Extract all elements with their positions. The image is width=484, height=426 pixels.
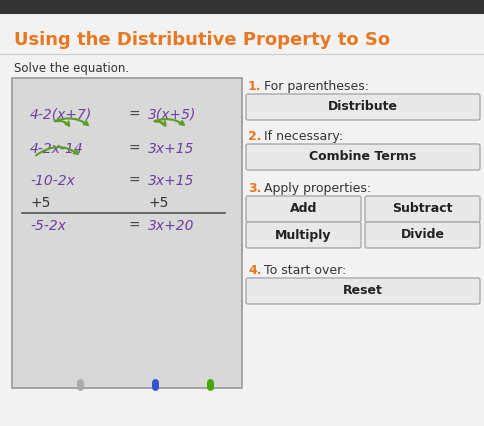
Text: To start over:: To start over: [264,264,346,277]
Text: If necessary:: If necessary: [264,130,343,143]
Text: =: = [128,108,139,122]
Text: =: = [128,219,139,233]
Text: Apply properties:: Apply properties: [264,182,371,195]
Text: Using the Distributive Property to So: Using the Distributive Property to So [14,31,390,49]
Text: 3(x+5): 3(x+5) [148,108,197,122]
Text: -10-2x: -10-2x [30,174,75,188]
FancyBboxPatch shape [365,196,480,222]
FancyArrowPatch shape [36,147,78,155]
Text: Solve the equation.: Solve the equation. [14,62,129,75]
Text: 4-2x-14: 4-2x-14 [30,142,84,156]
Text: +5: +5 [148,196,168,210]
Text: For parentheses:: For parentheses: [264,80,369,93]
Text: -5-2x: -5-2x [30,219,66,233]
Text: 3x+15: 3x+15 [148,174,195,188]
FancyBboxPatch shape [12,78,242,388]
Text: Subtract: Subtract [392,202,453,216]
Text: 2.: 2. [248,130,261,143]
Text: Combine Terms: Combine Terms [309,150,417,164]
FancyBboxPatch shape [0,14,484,426]
Text: 1.: 1. [248,80,261,93]
Text: Distribute: Distribute [328,101,398,113]
FancyArrowPatch shape [155,121,166,126]
FancyBboxPatch shape [365,222,480,248]
FancyBboxPatch shape [246,278,480,304]
FancyBboxPatch shape [246,222,361,248]
FancyBboxPatch shape [0,0,484,14]
Text: +5: +5 [30,196,50,210]
Text: 3x+20: 3x+20 [148,219,195,233]
Text: 4-2(x+7): 4-2(x+7) [30,108,92,122]
FancyBboxPatch shape [246,196,361,222]
FancyBboxPatch shape [246,94,480,120]
FancyBboxPatch shape [246,144,480,170]
FancyArrowPatch shape [55,121,69,126]
Text: 3.: 3. [248,182,261,195]
Text: 3x+15: 3x+15 [148,142,195,156]
FancyArrowPatch shape [154,119,184,125]
Text: Add: Add [290,202,317,216]
Text: Reset: Reset [343,285,383,297]
FancyArrowPatch shape [55,118,88,125]
Text: Multiply: Multiply [275,228,332,242]
Text: =: = [128,142,139,156]
Text: =: = [128,174,139,188]
Text: 4.: 4. [248,264,261,277]
Text: Divide: Divide [400,228,444,242]
